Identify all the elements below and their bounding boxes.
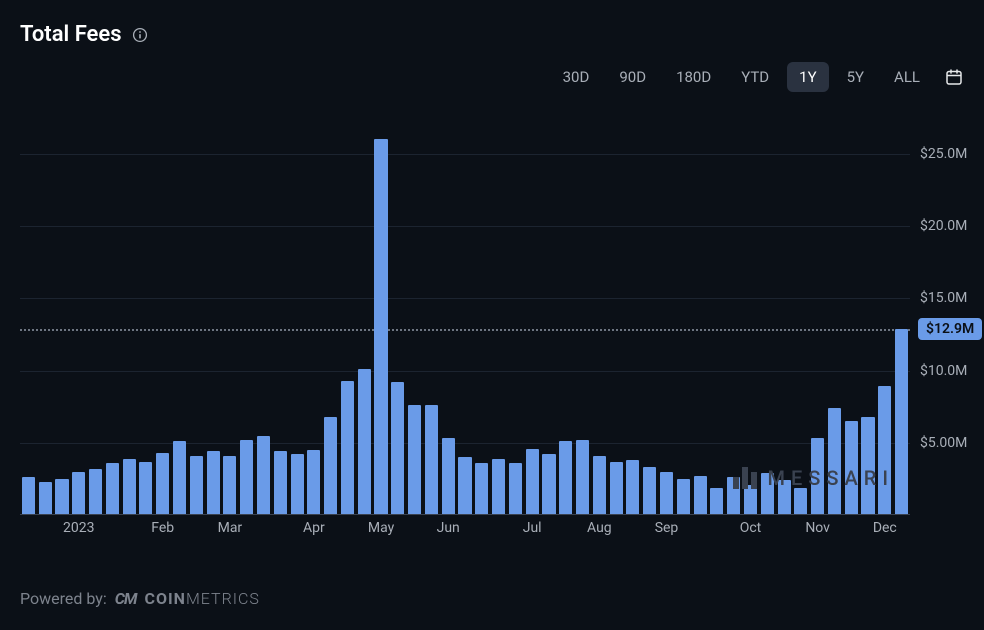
chart-bar[interactable]: [895, 329, 908, 515]
chart-bar[interactable]: [139, 462, 152, 515]
chart-bar[interactable]: [845, 421, 858, 515]
chart-bar[interactable]: [710, 488, 723, 515]
chart-bar[interactable]: [223, 456, 236, 515]
chart-bar[interactable]: [458, 457, 471, 515]
chart-bar[interactable]: [240, 440, 253, 515]
x-axis-label: May: [368, 520, 394, 536]
chart-bar[interactable]: [677, 479, 690, 515]
chart-bar[interactable]: [878, 386, 891, 515]
chart-bar[interactable]: [492, 459, 505, 515]
x-axis-line: [20, 514, 910, 515]
chart-bar[interactable]: [509, 463, 522, 515]
chart-bar[interactable]: [324, 417, 337, 515]
chart-bar[interactable]: [190, 456, 203, 515]
chart-bar[interactable]: [442, 438, 455, 515]
chart-bar[interactable]: [358, 369, 371, 515]
chart-bar[interactable]: [274, 451, 287, 515]
chart-bar[interactable]: [643, 467, 656, 515]
chart-bar[interactable]: [408, 405, 421, 515]
chart-bar[interactable]: [291, 454, 304, 515]
y-axis-label: $10.0M: [920, 363, 967, 379]
range-btn-90d[interactable]: 90D: [607, 62, 658, 92]
chart-bar[interactable]: [626, 460, 639, 515]
chart-bar[interactable]: [106, 463, 119, 515]
time-range-controls: 30D90D180DYTD1Y5YALL: [551, 62, 966, 92]
chart-bar[interactable]: [861, 417, 874, 515]
x-axis-label: Mar: [218, 520, 243, 536]
attribution-footer: Powered by: CM COINMETRICS: [20, 589, 260, 608]
chart-bar[interactable]: [207, 451, 220, 515]
chart-bar[interactable]: [391, 382, 404, 515]
calendar-icon[interactable]: [942, 65, 966, 89]
range-btn-30d[interactable]: 30D: [551, 62, 602, 92]
x-axis-label: Feb: [151, 520, 174, 536]
x-axis-label: Jun: [437, 520, 460, 536]
chart-bar[interactable]: [811, 438, 824, 515]
current-value-badge: $12.9M: [918, 318, 982, 340]
fees-bar-chart: [20, 125, 910, 515]
x-axis-label: Oct: [740, 520, 762, 536]
x-axis-label: Dec: [873, 520, 897, 536]
range-btn-5y[interactable]: 5Y: [835, 62, 876, 92]
chart-bar[interactable]: [425, 405, 438, 515]
chart-bar[interactable]: [610, 462, 623, 515]
chart-bar[interactable]: [593, 456, 606, 515]
chart-bar[interactable]: [89, 469, 102, 515]
chart-bar[interactable]: [374, 139, 387, 515]
x-axis-label: Apr: [303, 520, 325, 536]
chart-bar[interactable]: [576, 440, 589, 515]
chart-bar[interactable]: [22, 477, 35, 515]
range-btn-180d[interactable]: 180D: [664, 62, 723, 92]
info-icon[interactable]: [132, 27, 148, 43]
chart-bar[interactable]: [475, 463, 488, 515]
chart-bar[interactable]: [778, 480, 791, 515]
y-axis-label: $5.00M: [920, 435, 967, 451]
range-btn-1y[interactable]: 1Y: [787, 62, 828, 92]
chart-bar[interactable]: [694, 476, 707, 515]
chart-bar[interactable]: [794, 488, 807, 515]
y-axis-label: $15.0M: [920, 290, 967, 306]
range-btn-all[interactable]: ALL: [882, 62, 932, 92]
footer-brand-strong: COIN: [144, 589, 185, 608]
chart-bar[interactable]: [55, 479, 68, 515]
x-axis-label: Nov: [805, 520, 830, 536]
chart-bar[interactable]: [257, 436, 270, 515]
x-axis-label: 2023: [63, 520, 94, 536]
chart-bar[interactable]: [761, 473, 774, 515]
chart-bar[interactable]: [542, 454, 555, 515]
chart-bar[interactable]: [828, 408, 841, 515]
coinmetrics-logo-abbrev: CM: [115, 589, 137, 608]
x-axis-label: Sep: [655, 520, 679, 536]
footer-prefix: Powered by:: [20, 589, 107, 608]
chart-bar[interactable]: [307, 450, 320, 515]
chart-bar[interactable]: [341, 381, 354, 515]
chart-bar[interactable]: [123, 459, 136, 515]
chart-bar[interactable]: [526, 449, 539, 515]
chart-bar[interactable]: [173, 441, 186, 515]
chart-bar[interactable]: [660, 472, 673, 515]
chart-bar[interactable]: [727, 477, 740, 515]
chart-bar[interactable]: [744, 485, 757, 515]
chart-bar[interactable]: [72, 472, 85, 515]
page-title: Total Fees: [20, 22, 122, 47]
range-btn-ytd[interactable]: YTD: [729, 62, 781, 92]
x-axis-label: Aug: [587, 520, 612, 536]
footer-brand-light: METRICS: [186, 589, 260, 608]
chart-bar[interactable]: [39, 482, 52, 515]
chart-bar[interactable]: [559, 441, 572, 515]
y-axis-label: $25.0M: [920, 146, 967, 162]
x-axis-label: Jul: [523, 520, 542, 536]
chart-bar[interactable]: [156, 453, 169, 515]
y-axis-label: $20.0M: [920, 218, 967, 234]
